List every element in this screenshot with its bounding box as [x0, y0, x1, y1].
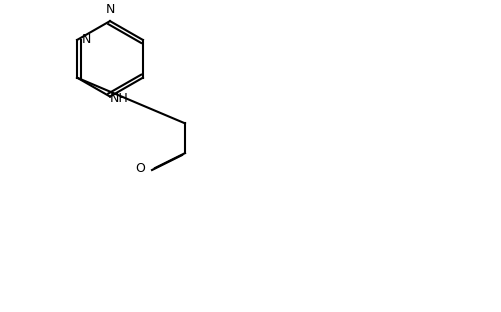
Text: O: O: [135, 162, 145, 174]
Text: NH: NH: [110, 92, 128, 105]
Text: N: N: [105, 3, 115, 16]
Text: N: N: [82, 33, 92, 46]
